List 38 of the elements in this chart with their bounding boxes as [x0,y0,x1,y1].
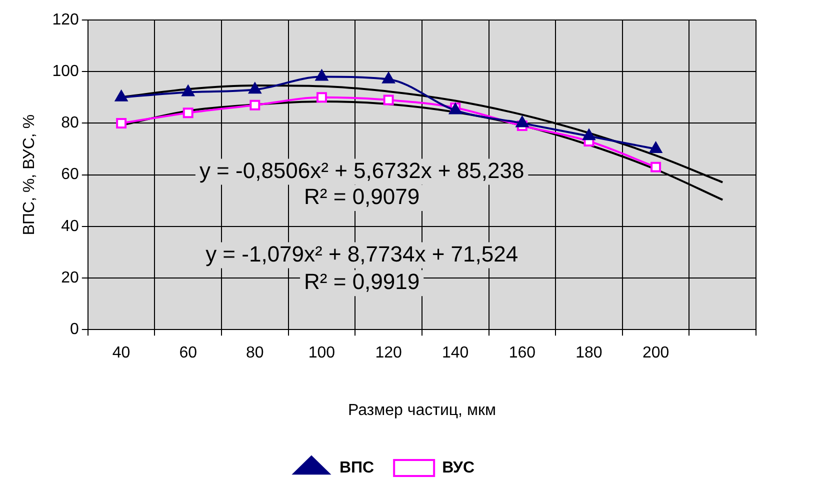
y-tick-label: 40 [61,218,79,235]
legend-label: ВПС [339,459,375,476]
point [382,72,395,84]
y-tick-label: 100 [52,63,79,80]
legend-label: ВУС [442,459,475,476]
x-tick-label: 100 [308,344,336,362]
point [316,70,328,81]
point [316,92,327,103]
x-tick-label: 160 [508,344,536,362]
point [182,85,194,96]
annotation: R² = 0,9919 [304,269,420,294]
point [248,82,262,94]
annotation: y = -1,079x² + 8,7734x + 71,524 [206,241,518,266]
x-tick-label: 180 [576,344,602,362]
x-tick-label: 60 [179,344,198,362]
point [116,118,127,128]
point [582,129,596,140]
point [650,142,662,153]
x-axis-title: Размер частиц, мкм [348,402,496,419]
point [250,100,260,110]
y-axis-title: ВПС, %, ВУС, % [21,114,38,236]
y-tick-label: 120 [52,11,79,28]
y-tick-label: 20 [61,269,79,286]
y-tick-label: 0 [70,321,79,338]
point [516,116,528,128]
point [383,94,394,106]
x-tick-label: 120 [375,344,402,362]
x-tick-label: 80 [246,344,264,362]
annotation: y = -0,8506x² + 5,6732x + 85,238 [199,158,524,183]
y-tick-label: 60 [61,166,79,184]
point [115,90,128,102]
y-tick-label: 80 [61,114,79,132]
x-tick-label: 140 [442,344,469,362]
point [650,162,662,172]
x-tick-label: 200 [642,344,670,362]
annotation: R² = 0,9079 [304,184,420,210]
point [182,108,194,118]
x-tick-label: 40 [112,344,130,362]
